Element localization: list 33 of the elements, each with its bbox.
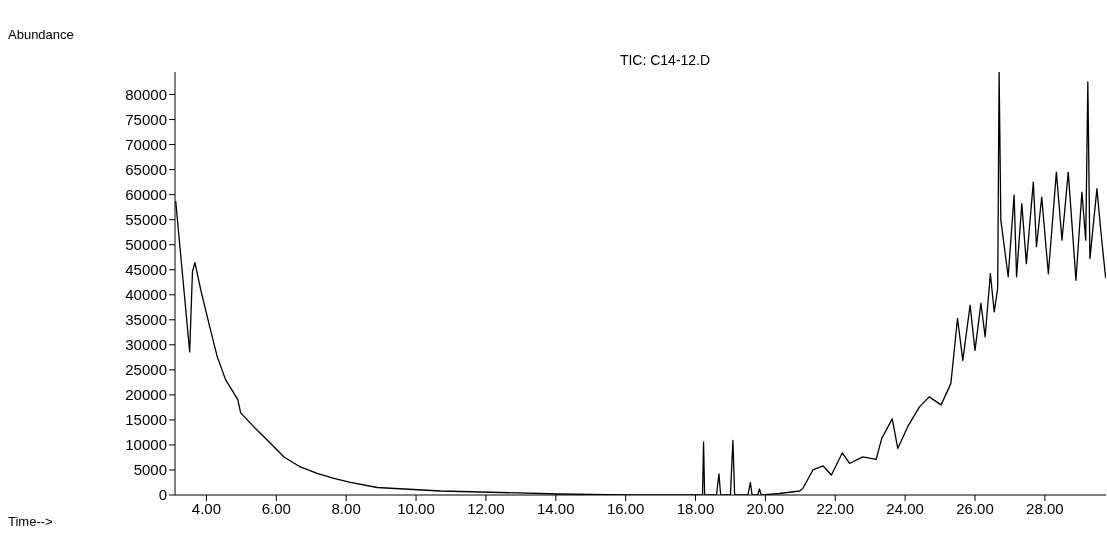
- y-tick-label: 40000: [125, 286, 167, 304]
- x-tick-label: 20.00: [746, 499, 785, 517]
- x-tick-label: 12.00: [467, 499, 505, 517]
- chart-title: TIC: C14-12.D: [618, 52, 712, 68]
- y-tick-label: 0: [158, 486, 167, 504]
- y-tick-label: 60000: [125, 185, 167, 203]
- y-tick-label: 5000: [133, 461, 167, 479]
- y-tick-label: 25000: [125, 361, 167, 379]
- x-tick-label: 28.00: [1026, 499, 1064, 517]
- y-axis-title: Abundance: [8, 27, 74, 42]
- x-tick-label: 8.00: [331, 499, 361, 517]
- y-tick-label: 35000: [125, 311, 167, 329]
- x-tick-label: 4.00: [191, 499, 222, 517]
- x-tick-label: 10.00: [397, 499, 435, 517]
- x-tick-label: 26.00: [956, 499, 994, 517]
- y-tick-label: 20000: [125, 386, 167, 404]
- x-tick-label: 16.00: [606, 499, 645, 517]
- y-tick-label: 75000: [125, 110, 167, 128]
- x-tick-label: 18.00: [676, 499, 715, 517]
- x-tick-label: 24.00: [886, 499, 924, 517]
- x-tick-label: 6.00: [261, 499, 291, 517]
- y-tick-label: 30000: [125, 336, 167, 354]
- x-tick-label: 14.00: [537, 499, 575, 517]
- y-tick-label: 45000: [125, 261, 167, 279]
- y-tick-label: 70000: [125, 135, 167, 153]
- y-tick-label: 80000: [125, 85, 167, 103]
- y-tick-label: 65000: [125, 160, 167, 178]
- x-tick-label: 22.00: [816, 499, 855, 517]
- y-tick-label: 10000: [125, 436, 167, 454]
- y-tick-label: 50000: [125, 236, 167, 254]
- y-tick-label: 55000: [125, 211, 167, 228]
- y-tick-label: 15000: [125, 411, 167, 429]
- text: Time-->: [8, 514, 53, 529]
